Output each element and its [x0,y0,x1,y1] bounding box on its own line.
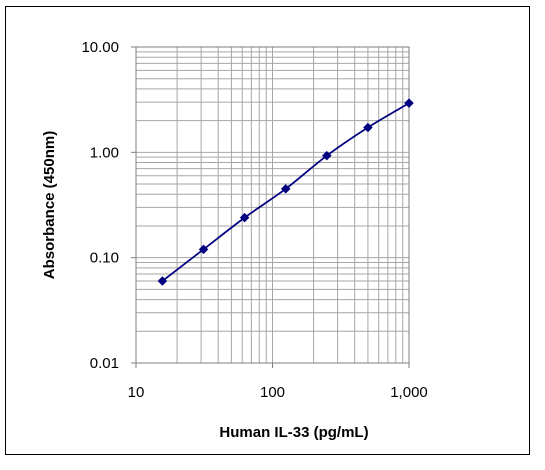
x-tick-labels: 10 100 1,000 [128,363,428,401]
data-point [280,184,291,194]
series-layer [157,98,414,286]
y-tick-label: 0.01 [90,355,119,372]
grid [136,47,409,363]
data-point [239,212,250,223]
x-tick-label: 10 [128,384,145,401]
data-point [404,98,414,109]
x-tick-label: 1,000 [390,384,428,401]
data-point [157,276,168,286]
data-point [198,244,209,255]
y-tick-label: 0.10 [90,250,119,267]
x-axis-title: Human IL-33 (pg/mL) [219,424,368,441]
data-point [363,122,373,133]
x-tick-label: 100 [260,384,285,401]
y-tick-label: 10.00 [81,39,119,56]
y-tick-labels: 0.01 0.10 1.00 10.00 [81,39,136,372]
data-point [321,150,332,161]
y-tick-label: 1.00 [90,144,119,161]
y-axis-title: Absorbance (450nm) [41,131,58,279]
chart-frame [5,6,530,455]
